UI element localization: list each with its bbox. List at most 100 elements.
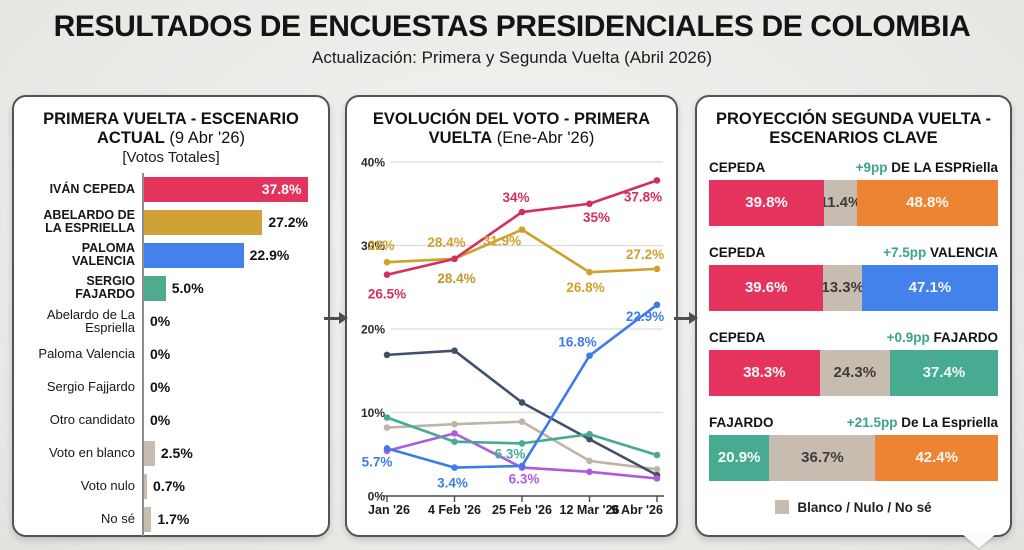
point-label: 27.2%	[626, 246, 664, 261]
bar-row: SERGIO FAJARDO 5.0%	[24, 271, 318, 305]
bar-zone: 22.9%	[142, 238, 318, 272]
bar-segment: 20.9%	[709, 434, 770, 481]
data-point	[653, 176, 661, 184]
segment-value: 47.1%	[908, 279, 952, 297]
bar-segment: 38.3%	[709, 349, 820, 396]
line-chart: 0% 10% 20% 30% 40% Jan '26 4 Feb '26 25 Feb '26…	[357, 153, 666, 521]
vote-bar	[144, 440, 155, 466]
bar-segment: 36.7%	[769, 434, 876, 481]
bar-row: Abelardo de La Espriella 0%	[24, 304, 318, 338]
scenario: CEPEDA +0.9pp FAJARDO 38.3% 24.3% 37.4%	[709, 330, 998, 396]
data-point	[586, 435, 593, 443]
bar-segment: 39.8%	[709, 179, 825, 226]
scenario-right: +0.9pp FAJARDO	[887, 330, 998, 345]
scenario-bar: 20.9% 36.7% 42.4%	[709, 434, 998, 481]
data-point	[383, 271, 391, 278]
panel-primera-title-bold: PRIMERA VUELTA - ESCENARIO ACTUAL	[43, 110, 299, 147]
data-point	[586, 268, 593, 276]
data-point	[451, 463, 458, 471]
scenario: CEPEDA +9pp DE LA ESPRiella 39.8% 11.4% 48.8…	[709, 160, 998, 226]
bar-segment: 47.1%	[861, 264, 998, 311]
line-chart-svg: 0% 10% 20% 30% 40% Jan '26 4 Feb '26 25 Feb '26…	[361, 155, 664, 517]
vote-bar: 37.8%	[144, 176, 309, 202]
point-label: 28.4%	[437, 270, 475, 285]
panel-segunda-title: PROYECCIÓN SEGUNDA VUELTA - ESCENARIOS C…	[707, 110, 1000, 148]
data-point	[383, 444, 391, 452]
bar-zone: 27.2%	[142, 205, 318, 239]
bar-segment: 39.6%	[709, 264, 824, 311]
scenario-left-name: CEPEDA	[709, 159, 766, 175]
segment-value: 20.9%	[717, 449, 761, 467]
vote-bar	[144, 209, 263, 235]
scenario-bars: CEPEDA +9pp DE LA ESPRiella 39.8% 11.4% 48.8…	[707, 160, 1000, 481]
scenario-bar: 38.3% 24.3% 37.4%	[709, 349, 998, 396]
panel-segunda-vuelta: PROYECCIÓN SEGUNDA VUELTA - ESCENARIOS C…	[695, 95, 1012, 548]
data-point	[653, 265, 661, 272]
bar-zone: 0%	[142, 337, 318, 371]
bar-zone: 0%	[142, 304, 318, 338]
segment-value: 39.6%	[744, 279, 788, 297]
data-point	[383, 423, 391, 431]
vote-bar	[144, 506, 152, 532]
bar-segment: 48.8%	[856, 179, 998, 226]
candidate-label: Sergio Fajjardo	[46, 379, 135, 395]
vote-value: 0.7%	[153, 478, 185, 495]
point-label: 34%	[502, 190, 529, 205]
x-tick-label: 12 Mar '26	[560, 503, 620, 517]
vote-value: 0%	[150, 412, 171, 429]
panel-primera-subtitle: [Votos Totales]	[122, 148, 220, 166]
data-point	[383, 351, 391, 358]
point-label: 28%	[367, 238, 394, 253]
candidate-label: Paloma Valencia	[38, 346, 135, 362]
bar-zone: 0%	[142, 403, 318, 437]
vote-value: 37.8%	[261, 181, 302, 198]
data-point	[586, 200, 593, 207]
data-point	[451, 420, 458, 428]
bar-row: Voto en blanco 2.5%	[24, 436, 318, 470]
candidate-label: Voto en blanco	[48, 445, 135, 461]
data-point	[586, 430, 593, 438]
scenario: CEPEDA +7.5pp VALENCIA 39.6% 13.3% 47.1%	[709, 245, 998, 311]
vote-value: 0%	[150, 379, 171, 396]
y-tick-label: 30%	[361, 239, 385, 253]
bar-zone: 1.7%	[142, 502, 318, 536]
segment-value: 37.4%	[922, 364, 966, 382]
panel-segunda-title-bold: PROYECCIÓN SEGUNDA VUELTA - ESCENARIOS C…	[715, 110, 991, 147]
point-label: 26.8%	[566, 280, 604, 295]
vote-bar	[144, 242, 244, 268]
bar-segment: 11.4%	[824, 179, 857, 226]
scenario-right: +9pp DE LA ESPRiella	[856, 160, 998, 175]
panel-notch	[962, 534, 996, 548]
scenario-left-name: FAJARDO	[709, 414, 774, 430]
vote-value: 27.2%	[268, 214, 309, 231]
bar-segment: 13.3%	[823, 264, 862, 311]
scenario-margin: +7.5pp	[883, 244, 927, 260]
page-subtitle: Actualización: Primera y Segunda Vuelta …	[311, 47, 713, 67]
segment-value: 48.8%	[906, 194, 949, 212]
data-point	[451, 255, 458, 262]
point-label: 5.7%	[362, 454, 393, 469]
vote-bar	[144, 473, 148, 499]
segment-value: 42.4%	[915, 449, 958, 467]
header: RESULTADOS DE ENCUESTAS PRESIDENCIALES D…	[0, 0, 1024, 68]
point-label: 37.8%	[624, 189, 662, 204]
point-label: 26.5%	[368, 286, 406, 301]
y-tick-label: 10%	[361, 406, 385, 420]
panel-primera-vuelta: PRIMERA VUELTA - ESCENARIO ACTUAL (9 Abr…	[12, 95, 330, 537]
bar-segment: 24.3%	[819, 349, 890, 396]
candidate-label: ABELARDO DE LA ESPRIELLA	[43, 208, 135, 236]
scenario-header: CEPEDA +9pp DE LA ESPRiella	[709, 160, 998, 175]
panel-primera-title: PRIMERA VUELTA - ESCENARIO ACTUAL (9 Abr…	[24, 110, 318, 148]
page-title: RESULTADOS DE ENCUESTAS PRESIDENCIALES D…	[53, 10, 971, 43]
data-point	[518, 462, 526, 469]
point-label: 28.4%	[427, 234, 465, 249]
bar-segment: 37.4%	[889, 349, 998, 396]
point-label: 31.9%	[483, 233, 521, 248]
point-label: 22.9%	[626, 308, 664, 323]
scenario-right-name: VALENCIA	[926, 244, 998, 260]
data-point	[653, 474, 661, 482]
bar-chart: IVÁN CEPEDA 37.8% ABELARDO DE LA ESPRIELLA…	[24, 172, 318, 536]
candidate-label: Otro candidato	[49, 412, 135, 428]
scenario-right-name: De La Espriella	[897, 414, 998, 430]
